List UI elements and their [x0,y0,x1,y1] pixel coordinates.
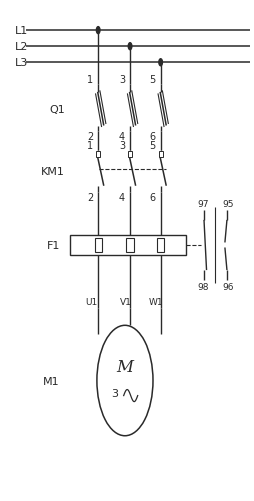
Text: M: M [116,358,133,375]
Text: L1: L1 [15,26,28,36]
Text: W1: W1 [148,298,163,307]
Circle shape [128,44,131,51]
Text: KM1: KM1 [41,167,65,177]
Text: 97: 97 [196,200,208,209]
Bar [96,151,100,157]
Text: 2: 2 [87,193,93,203]
Text: 1: 1 [87,140,93,150]
Bar [94,238,101,253]
Text: 96: 96 [221,282,233,291]
Text: V1: V1 [119,298,131,307]
Text: 4: 4 [118,193,124,203]
Text: M1: M1 [43,376,60,386]
Text: 95: 95 [221,200,233,209]
Text: L3: L3 [15,58,28,68]
Bar [126,238,133,253]
Text: 5: 5 [149,75,155,85]
Text: 4: 4 [118,131,124,141]
Text: Q1: Q1 [49,105,65,114]
Text: U1: U1 [85,298,98,307]
Bar [156,238,164,253]
Text: 6: 6 [149,193,155,203]
Text: 6: 6 [149,131,155,141]
Text: F1: F1 [46,240,60,250]
Bar [70,236,185,255]
Text: 5: 5 [149,140,155,150]
Circle shape [96,28,100,35]
Text: 2: 2 [87,131,93,141]
Bar [158,151,162,157]
Circle shape [158,60,162,67]
Bar [128,151,132,157]
Text: 1: 1 [87,75,93,85]
Text: 3: 3 [118,140,124,150]
Text: 98: 98 [196,282,208,291]
Text: 3: 3 [110,388,117,398]
Text: 3: 3 [118,75,124,85]
Text: L2: L2 [15,42,28,52]
